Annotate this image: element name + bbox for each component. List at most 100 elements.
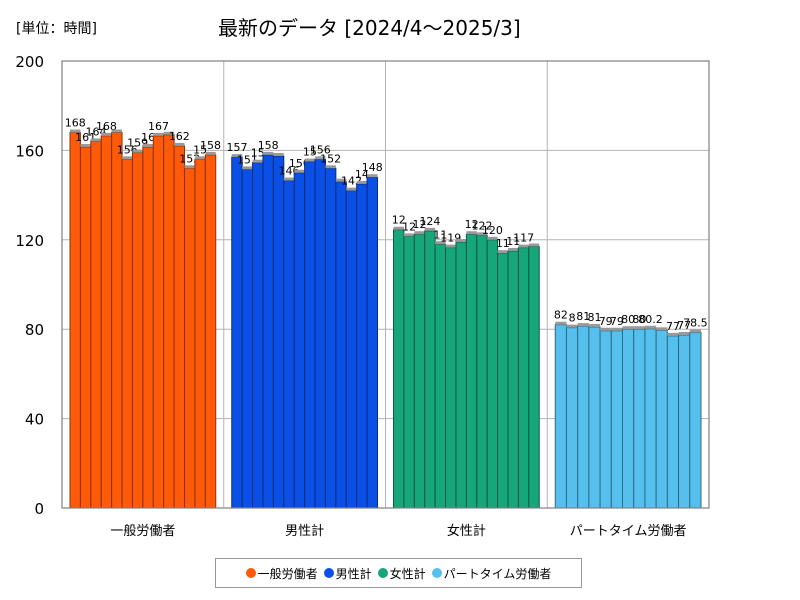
legend-item: パートタイム労働者 [431, 565, 551, 582]
data-label: 79 [610, 315, 624, 328]
bar-cap [122, 156, 133, 160]
data-label: 167 [148, 120, 169, 133]
bar-cap [393, 226, 404, 230]
y-tick-label: 80 [25, 321, 44, 339]
unit-label: [単位：時間] [16, 21, 97, 37]
plot-frame [61, 60, 710, 509]
bar [111, 132, 123, 509]
data-label: 80 [632, 313, 646, 326]
bar-cap [518, 244, 529, 248]
bar-cap [252, 159, 263, 163]
bar [678, 334, 691, 509]
bar [241, 168, 254, 509]
bar [304, 161, 316, 509]
bar-cap [315, 156, 326, 160]
bar [455, 241, 467, 509]
bar [554, 324, 567, 509]
data-label: 15 [251, 147, 265, 160]
bar-cap [273, 152, 284, 156]
data-label: 152 [320, 152, 341, 165]
data-label: 81 [587, 311, 601, 324]
data-label: 117 [513, 232, 534, 245]
bar-cap [304, 158, 316, 162]
bar [69, 132, 81, 509]
y-tick-label: 120 [15, 232, 44, 250]
bar [335, 181, 347, 509]
bar-cap [577, 323, 589, 327]
x-tick-label: パートタイム労働者 [570, 524, 687, 539]
bar [324, 167, 337, 509]
data-label: 16 [141, 131, 155, 144]
bar-cap [335, 178, 347, 182]
data-label: 157 [226, 141, 247, 154]
bar-cap [588, 323, 601, 327]
bar-cap [111, 129, 123, 133]
bar-cap [528, 243, 540, 247]
x-tick-label: 女性計 [447, 523, 486, 539]
legend-label: 男性計 [335, 566, 372, 581]
data-label: 77 [666, 320, 680, 333]
data-label: 11 [506, 235, 520, 248]
bar [393, 229, 405, 509]
bar [314, 158, 326, 509]
bar-cap [455, 239, 467, 243]
bar-cap [622, 326, 634, 330]
legend-label: 一般労働者 [257, 566, 318, 581]
bar [689, 332, 702, 509]
bar [152, 135, 165, 509]
y-tick-label: 40 [25, 411, 44, 429]
data-label: 162 [169, 130, 190, 143]
bar-cap [242, 166, 253, 170]
bar-cap [80, 144, 91, 148]
data-label: 168 [65, 117, 86, 130]
data-label: 78.5 [683, 317, 708, 330]
bar [283, 180, 295, 509]
bar-cap [497, 250, 509, 254]
bar [79, 146, 92, 509]
bar [507, 250, 519, 509]
data-label: 80.2 [638, 313, 663, 326]
bar [528, 246, 540, 509]
bar [565, 327, 579, 509]
x-tick-label: 一般労働者 [110, 523, 175, 539]
bar [252, 162, 264, 509]
bar-cap [555, 321, 567, 325]
bar-cap [174, 142, 185, 146]
y-tick-label: 200 [15, 53, 44, 71]
data-label: 122 [471, 219, 492, 232]
bar-cap [194, 156, 206, 160]
bar [465, 233, 478, 509]
data-label: 158 [200, 139, 221, 152]
bar-cap [644, 325, 657, 329]
bar-cap [325, 165, 336, 169]
bar-cap [153, 132, 164, 136]
bar [100, 135, 113, 509]
legend-item: 男性計 [323, 565, 372, 582]
legend-marker [323, 568, 334, 578]
bar [476, 234, 488, 509]
bar-cap [600, 327, 612, 331]
bar [644, 328, 657, 509]
data-label: 158 [258, 139, 279, 152]
bar [486, 239, 499, 509]
bar [204, 154, 217, 509]
bar-cap [367, 174, 378, 178]
bar [413, 233, 426, 509]
legend-label: 女性計 [389, 566, 426, 581]
bar [497, 252, 509, 509]
bar [142, 146, 154, 509]
bar-cap [184, 165, 195, 169]
bar-cap [678, 332, 690, 336]
bar-cap [667, 332, 679, 336]
bar-cap [466, 231, 477, 235]
bar-cap [445, 244, 456, 248]
data-label: 124 [419, 215, 440, 228]
bar-cap [346, 187, 357, 191]
bar-cap [566, 324, 578, 328]
bar [599, 330, 612, 509]
bar-cap [90, 138, 102, 142]
bar [434, 243, 447, 509]
data-label: 12 [465, 218, 479, 231]
data-label: 15 [193, 143, 207, 156]
data-label: 79 [599, 315, 613, 328]
